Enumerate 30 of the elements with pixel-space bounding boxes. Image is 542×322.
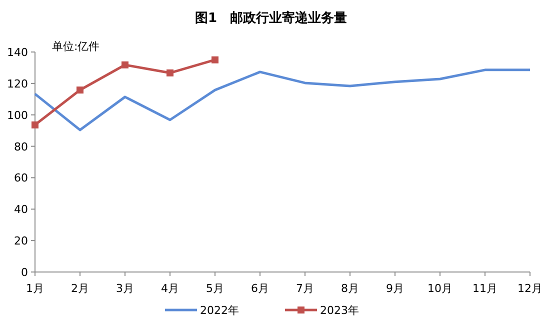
x-tick-label: 8月 xyxy=(341,282,359,295)
x-tick-label: 1月 xyxy=(26,282,44,295)
x-tick-label: 7月 xyxy=(296,282,314,295)
x-tick-label: 4月 xyxy=(161,282,179,295)
chart-title: 图1 邮政行业寄递业务量 xyxy=(194,10,348,26)
x-tick-label: 12月 xyxy=(518,282,542,295)
point xyxy=(212,56,218,64)
point xyxy=(76,86,84,94)
y-tick-label: 100 xyxy=(7,108,28,122)
y-tick-label: 40 xyxy=(14,203,28,216)
y-tick-label: 140 xyxy=(7,46,28,59)
point xyxy=(32,121,38,128)
x-tick-label: 6月 xyxy=(251,282,269,295)
x-tick-label: 5月 xyxy=(206,282,224,295)
x-tick-label: 9月 xyxy=(386,282,404,295)
x-tick-label: 10月 xyxy=(428,282,452,295)
legend-label: 2023年 xyxy=(320,304,359,317)
legend-label: 2022年 xyxy=(200,304,239,317)
y-tick-label: 60 xyxy=(14,172,28,185)
x-tick-label: 11月 xyxy=(472,282,498,295)
x-tick-label: 2月 xyxy=(71,282,89,295)
point xyxy=(166,69,174,76)
y-tick-label: 120 xyxy=(7,77,28,90)
y-tick-label: 0 xyxy=(21,266,28,279)
line-series xyxy=(34,68,532,132)
x-tick-label: 3月 xyxy=(116,282,134,295)
point xyxy=(122,61,128,68)
y-axis-title: 单位:亿件 xyxy=(52,40,100,53)
y-tick-label: 20 xyxy=(14,234,28,248)
y-tick-label: 80 xyxy=(14,140,28,154)
